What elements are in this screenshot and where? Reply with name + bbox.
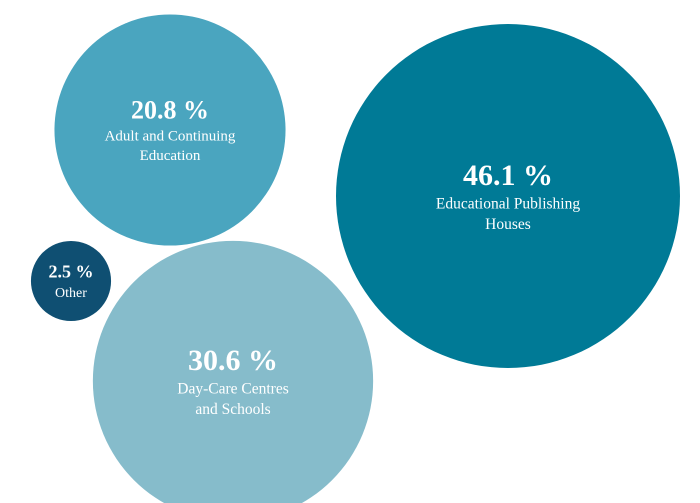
bubble-0: 46.1 % Educational Publishing Houses	[336, 24, 680, 368]
bubble-1: 30.6 % Day-Care Centres and Schools	[92, 240, 374, 503]
bubble-category-label: Houses	[485, 216, 531, 233]
bubble-category-label: Day-Care Centres	[177, 381, 288, 398]
bubble-2: 20.8 % Adult and Continuing Education	[54, 14, 286, 246]
bubble-value-label: 46.1 %	[463, 159, 553, 192]
bubble-circle	[92, 240, 374, 503]
bubble-category-label: Education	[140, 148, 201, 164]
bubble-circle	[30, 240, 112, 322]
bubble-value-label: 2.5 %	[49, 261, 94, 281]
bubble-value-label: 30.6 %	[188, 344, 278, 377]
bubble-3: 2.5 % Other	[30, 240, 112, 322]
bubble-category-label: Other	[55, 286, 87, 301]
bubble-category-label: Adult and Continuing	[105, 129, 236, 145]
bubble-value-label: 20.8 %	[131, 95, 209, 124]
bubble-category-label: and Schools	[195, 401, 270, 418]
bubble-circle	[54, 14, 286, 246]
bubble-category-label: Educational Publishing	[436, 196, 580, 213]
bubble-circle	[336, 24, 680, 368]
